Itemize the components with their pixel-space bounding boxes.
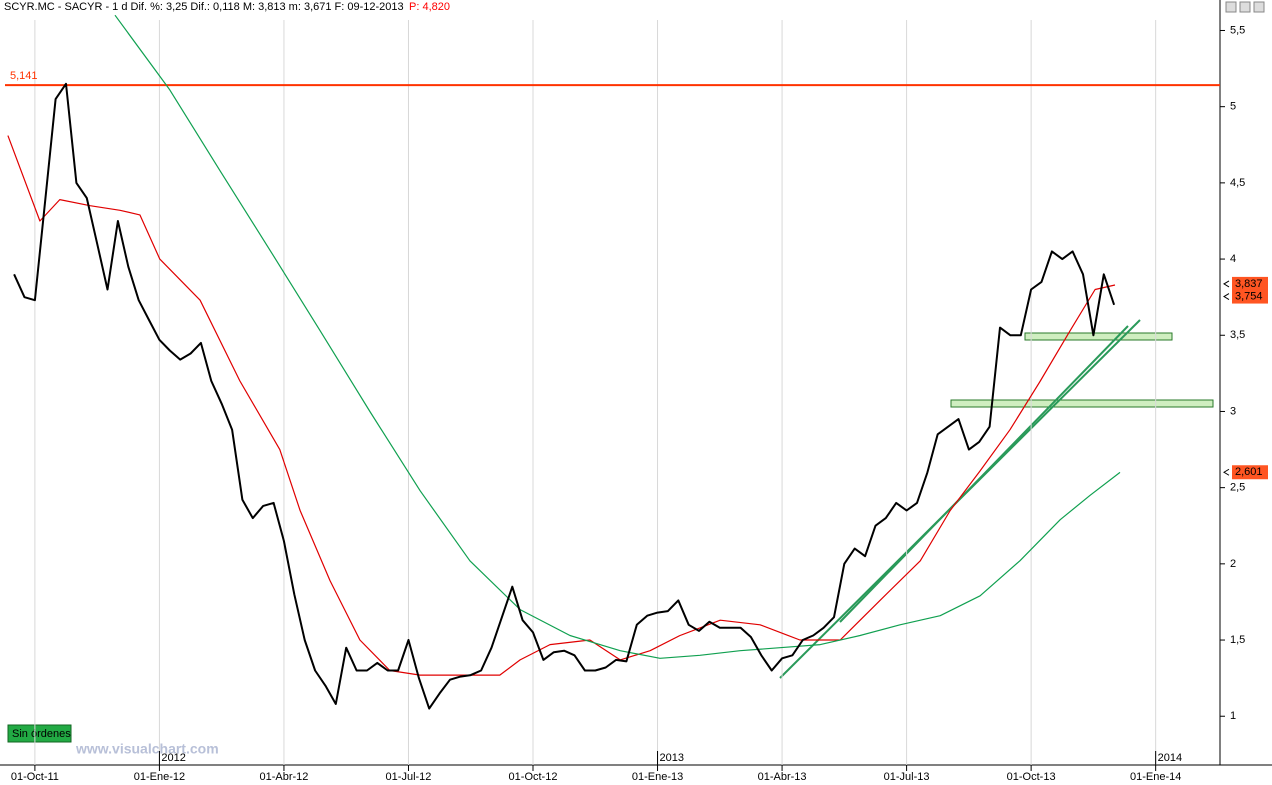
y-tick-label: 1,5 [1230, 634, 1245, 646]
year-label: 2012 [161, 752, 185, 764]
trend-line [839, 325, 1129, 623]
price-tag-label: 3,754 [1235, 290, 1263, 302]
series-line [7, 135, 1116, 676]
window-button[interactable] [1253, 1, 1265, 13]
series-line [114, 14, 1121, 659]
price-tag [1232, 465, 1268, 480]
price-tag-label: 3,837 [1235, 278, 1263, 290]
x-tick-label: 01-Abr-12 [259, 771, 308, 783]
chart-title: SCYR.MC - SACYR - 1 d Dif. %: 3,25 Dif.:… [4, 1, 404, 13]
y-tick-label: 3 [1230, 405, 1236, 417]
price-tag [1232, 276, 1268, 291]
year-label: 2013 [660, 752, 684, 764]
y-tick-label: 4,5 [1230, 177, 1245, 189]
series-line [13, 82, 1116, 710]
y-tick-label: 3,5 [1230, 329, 1245, 341]
watermark: www.visualchart.com [75, 741, 219, 757]
y-tick-label: 5 [1230, 101, 1236, 113]
support-zone [950, 399, 1214, 408]
x-tick-label: 01-Ene-14 [1130, 771, 1181, 783]
y-tick-label: 2 [1230, 558, 1236, 570]
y-tick-label: 4 [1230, 253, 1236, 265]
status-text: Sin órdenes [12, 728, 71, 740]
price-arrow [1223, 468, 1230, 476]
x-tick-label: 01-Ene-12 [134, 771, 185, 783]
price-tag-label: 2,601 [1235, 466, 1263, 478]
price-arrow [1223, 293, 1230, 300]
y-tick-label: 5,5 [1230, 24, 1245, 36]
support-zone [1024, 332, 1173, 341]
window-button[interactable] [1239, 1, 1251, 13]
x-tick-label: 01-Oct-11 [11, 771, 59, 783]
chart-subtitle: P: 4,820 [409, 1, 450, 13]
level-label: 5,141 [10, 70, 38, 82]
x-tick-label: 01-Jul-12 [386, 771, 432, 783]
x-tick-label: 01-Oct-12 [509, 771, 558, 783]
price-arrow [1223, 280, 1230, 288]
x-tick-label: 01-Jul-13 [884, 771, 930, 783]
price-tag [1232, 289, 1268, 304]
x-tick-label: 01-Ene-13 [632, 771, 683, 783]
year-label: 2014 [1158, 752, 1182, 764]
status-box[interactable] [7, 724, 72, 743]
y-tick-label: 2,5 [1230, 482, 1245, 494]
window-button[interactable] [1225, 1, 1237, 13]
y-tick-label: 1 [1230, 710, 1236, 722]
x-tick-label: 01-Abr-13 [758, 771, 807, 783]
x-tick-label: 01-Oct-13 [1007, 771, 1056, 783]
